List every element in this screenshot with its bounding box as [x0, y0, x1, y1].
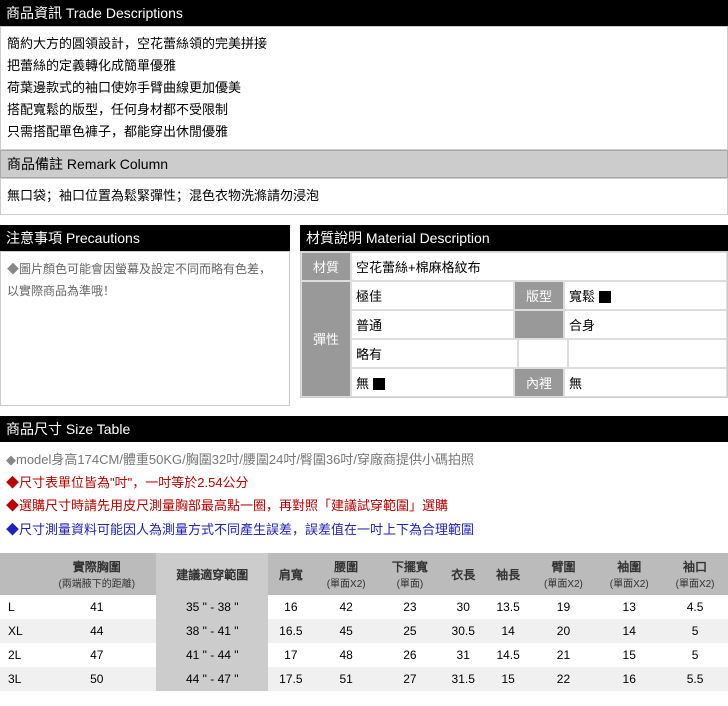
trade-line: 簡約大方的圓領設計，空花蕾絲領的完美拼接: [7, 33, 721, 55]
size-col-header: 袖長: [486, 553, 531, 595]
size-col-header: 腰圍(單面X2): [313, 553, 379, 595]
table-row: XL4438 " - 41 "16.5452530.51420145: [0, 619, 728, 643]
table-cell: 5.5: [662, 667, 728, 691]
material-box: 材質 空花蕾絲+棉麻格紋布 彈性 極佳 版型 寬鬆 普通 合身: [300, 251, 728, 398]
table-cell: 26: [379, 643, 441, 667]
size-note-model: ◆model身高174CM/體重50KG/胸圍32吋/腰圍24吋/臀圍36吋/穿…: [6, 448, 722, 471]
elastic-opt: 極佳: [351, 281, 514, 310]
elastic-opt: 普通: [351, 310, 514, 339]
table-cell: 15: [596, 643, 662, 667]
remark-header: 商品備註 Remark Column: [0, 150, 728, 178]
fit-label-2: [514, 310, 564, 339]
precautions-box: ◆圖片顏色可能會因螢幕及設定不同而略有色差，以實際商品為準哦！: [0, 251, 290, 406]
size-note-unit: ◆尺寸表單位皆為"吋"，一吋等於2.54公分: [6, 471, 722, 494]
size-col-header: 建議適穿範圍: [156, 553, 268, 595]
table-cell: 13: [596, 595, 662, 619]
size-note-measure: ◆選購尺寸時請先用皮尺測量胸部最高點一圈，再對照「建議試穿範圍」選購: [6, 494, 722, 517]
table-cell: 27: [379, 667, 441, 691]
table-cell: 30: [441, 595, 486, 619]
selected-icon: [373, 378, 385, 390]
table-cell: 3L: [0, 667, 37, 691]
precautions-header: 注意事項 Precautions: [0, 225, 290, 251]
precautions-text: ◆圖片顏色可能會因螢幕及設定不同而略有色差，以實際商品為準哦！: [7, 262, 271, 298]
table-cell: 17: [268, 643, 313, 667]
table-cell: 48: [313, 643, 379, 667]
table-cell: 15: [486, 667, 531, 691]
table-cell: 31.5: [441, 667, 486, 691]
table-cell: 44: [37, 619, 156, 643]
table-cell: XL: [0, 619, 37, 643]
fit-opt: 寬鬆: [564, 281, 727, 310]
lining-value: 無: [564, 368, 727, 397]
trade-line: 把蕾絲的定義轉化成簡單優雅: [7, 55, 721, 77]
size-note-tolerance: ◆尺寸測量資料可能因人為測量方式不同產生誤差，誤差值在一吋上下為合理範圍: [6, 518, 722, 541]
lining-label: 內裡: [514, 368, 564, 397]
table-row: 3L5044 " - 47 "17.5512731.51522165.5: [0, 667, 728, 691]
selected-icon: [599, 291, 611, 303]
trade-line: 荷葉邊款式的袖口使妳手臂曲線更加優美: [7, 77, 721, 99]
table-cell: 51: [313, 667, 379, 691]
table-cell: 38 " - 41 ": [156, 619, 268, 643]
table-cell: 13.5: [486, 595, 531, 619]
fit-opt: 合身: [564, 310, 727, 339]
table-cell: 16.5: [268, 619, 313, 643]
size-col-header: 袖圍(單面X2): [596, 553, 662, 595]
table-cell: 14: [596, 619, 662, 643]
table-cell: 19: [531, 595, 597, 619]
size-col-header: 臂圍(單面X2): [531, 553, 597, 595]
table-row: L4135 " - 38 "1642233013.519134.5: [0, 595, 728, 619]
size-notes: ◆model身高174CM/體重50KG/胸圍32吋/腰圍24吋/臀圍36吋/穿…: [0, 442, 728, 548]
table-cell: 25: [379, 619, 441, 643]
table-cell: 20: [531, 619, 597, 643]
size-col-header: 衣長: [441, 553, 486, 595]
size-table: 實際胸圍(兩端腋下的距離)建議適穿範圍肩寬腰圍(單面X2)下擺寬(單面)衣長袖長…: [0, 553, 728, 691]
remark-content: 無口袋；袖口位置為鬆緊彈性；混色衣物洗滌請勿浸泡: [0, 178, 728, 214]
fit-label: 版型: [514, 281, 564, 310]
table-cell: 41: [37, 595, 156, 619]
table-row: 2L4741 " - 44 "1748263114.521155: [0, 643, 728, 667]
table-cell: 4.5: [662, 595, 728, 619]
table-cell: 35 " - 38 ": [156, 595, 268, 619]
material-header: 材質說明 Material Description: [300, 225, 728, 251]
trade-header: 商品資訊 Trade Descriptions: [0, 0, 728, 26]
table-cell: 50: [37, 667, 156, 691]
size-col-header: 袖口(單面X2): [662, 553, 728, 595]
table-cell: 16: [596, 667, 662, 691]
size-col-header: 下擺寬(單面): [379, 553, 441, 595]
table-cell: 47: [37, 643, 156, 667]
size-col-header: 實際胸圍(兩端腋下的距離): [37, 553, 156, 595]
size-col-header: 肩寬: [268, 553, 313, 595]
trade-content: 簡約大方的圓領設計，空花蕾絲領的完美拼接 把蕾絲的定義轉化成簡單優雅 荷葉邊款式…: [0, 26, 728, 150]
table-cell: 14.5: [486, 643, 531, 667]
elastic-opt: 無: [351, 368, 514, 397]
table-cell: 23: [379, 595, 441, 619]
table-cell: 30.5: [441, 619, 486, 643]
table-cell: 44 " - 47 ": [156, 667, 268, 691]
table-cell: 17.5: [268, 667, 313, 691]
table-cell: 14: [486, 619, 531, 643]
table-cell: 45: [313, 619, 379, 643]
table-cell: 5: [662, 619, 728, 643]
table-cell: 2L: [0, 643, 37, 667]
elastic-label: 彈性: [301, 281, 351, 397]
table-cell: 31: [441, 643, 486, 667]
table-cell: 21: [531, 643, 597, 667]
table-cell: 5: [662, 643, 728, 667]
trade-line: 搭配寬鬆的版型，任何身材都不受限制: [7, 99, 721, 121]
table-cell: L: [0, 595, 37, 619]
table-cell: 41 " - 44 ": [156, 643, 268, 667]
size-col-header: [0, 553, 37, 595]
material-value: 空花蕾絲+棉麻格紋布: [351, 252, 727, 281]
trade-line: 只需搭配單色褲子，都能穿出休閒優雅: [7, 121, 721, 143]
table-cell: 42: [313, 595, 379, 619]
elastic-opt: 略有: [351, 339, 518, 368]
table-cell: 16: [268, 595, 313, 619]
size-header: 商品尺寸 Size Table: [0, 416, 728, 442]
diamond-icon: ◆: [7, 262, 19, 276]
table-cell: 22: [531, 667, 597, 691]
material-label: 材質: [301, 252, 351, 281]
